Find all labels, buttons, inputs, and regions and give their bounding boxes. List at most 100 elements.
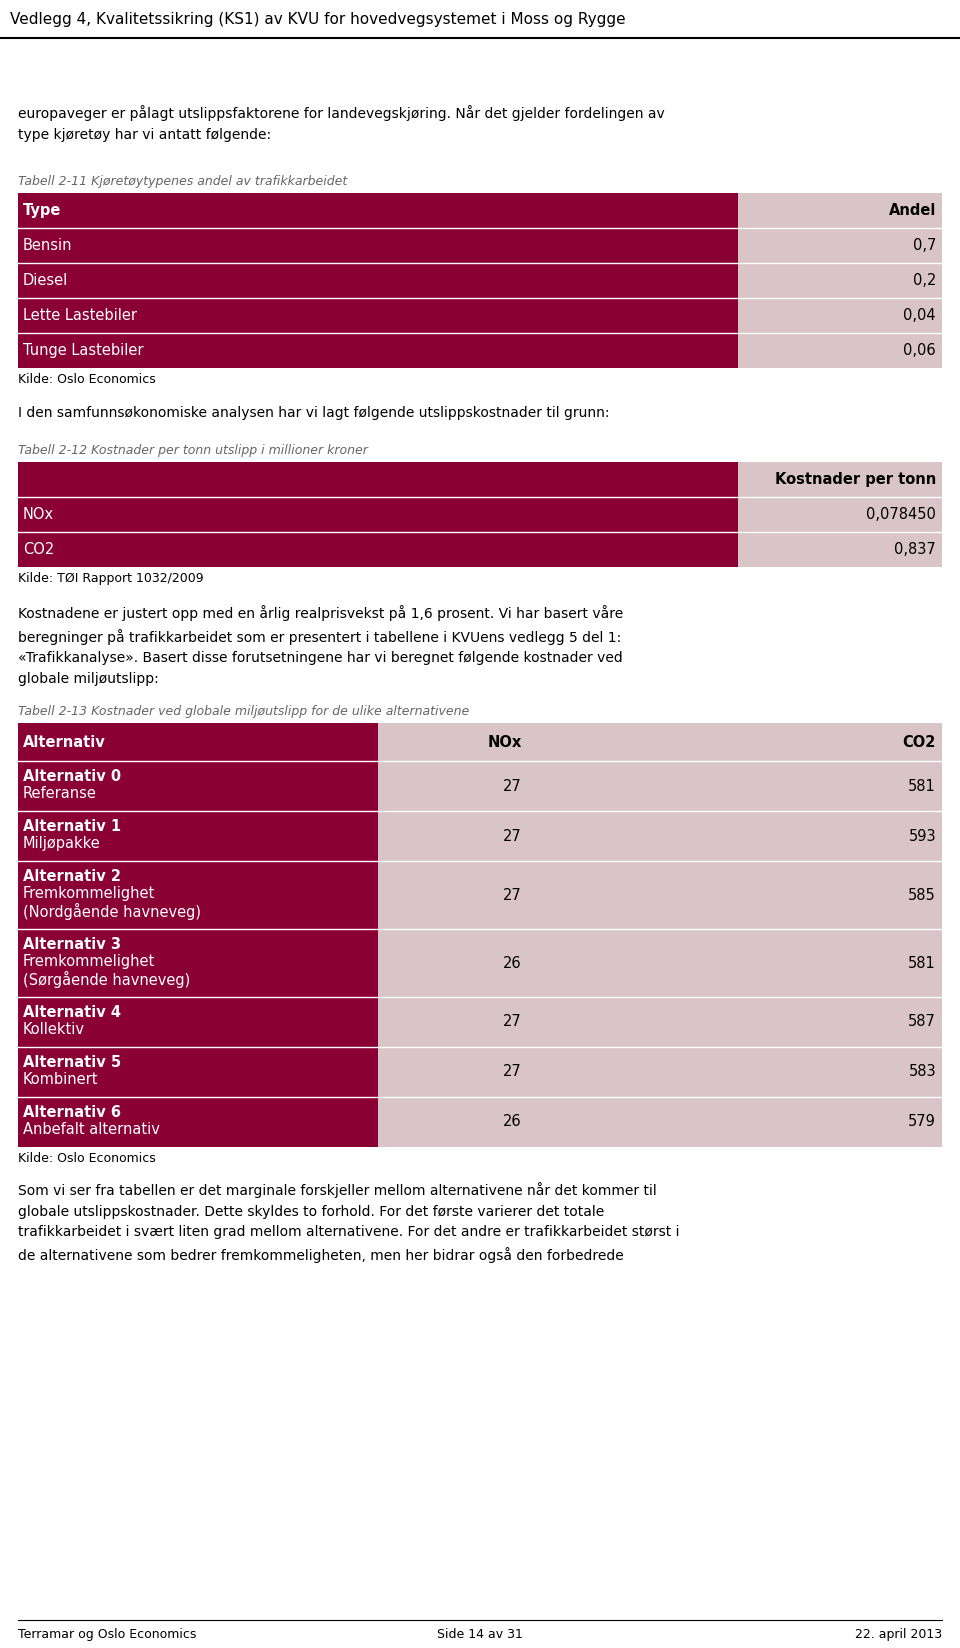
Text: 27: 27: [503, 1015, 522, 1030]
Bar: [18, 227, 738, 264]
Text: 0,06: 0,06: [903, 343, 936, 358]
Text: 22. april 2013: 22. april 2013: [854, 1628, 942, 1641]
Text: Alternativ 6: Alternativ 6: [23, 1106, 121, 1121]
Text: Andel: Andel: [889, 203, 936, 218]
Text: 581: 581: [908, 956, 936, 971]
Text: Type: Type: [23, 203, 61, 218]
Text: 26: 26: [503, 1114, 522, 1129]
Bar: [378, 761, 528, 811]
Bar: [378, 860, 528, 929]
Bar: [738, 264, 942, 298]
Text: 27: 27: [503, 829, 522, 844]
Bar: [18, 461, 738, 498]
Bar: [378, 1098, 528, 1147]
Bar: [528, 723, 942, 761]
Text: NOx: NOx: [23, 508, 54, 522]
Text: Alternativ 3: Alternativ 3: [23, 938, 121, 953]
Text: 0,078450: 0,078450: [866, 508, 936, 522]
Bar: [528, 929, 942, 997]
Text: 593: 593: [908, 829, 936, 844]
Text: Alternativ 1: Alternativ 1: [23, 819, 121, 834]
Bar: [738, 461, 942, 498]
Text: Vedlegg 4, Kvalitetssikring (KS1) av KVU for hovedvegsystemet i Moss og Rygge: Vedlegg 4, Kvalitetssikring (KS1) av KVU…: [10, 12, 626, 26]
Text: Kostnader per tonn: Kostnader per tonn: [775, 471, 936, 488]
Text: Som vi ser fra tabellen er det marginale forskjeller mellom alternativene når de: Som vi ser fra tabellen er det marginale…: [18, 1182, 680, 1262]
Bar: [528, 1098, 942, 1147]
Text: 0,837: 0,837: [895, 542, 936, 557]
Bar: [18, 532, 738, 567]
Text: Diesel: Diesel: [23, 274, 68, 288]
Text: Referanse: Referanse: [23, 786, 97, 801]
Text: 583: 583: [908, 1065, 936, 1079]
Bar: [528, 860, 942, 929]
Text: Anbefalt alternativ: Anbefalt alternativ: [23, 1122, 160, 1137]
Bar: [738, 193, 942, 227]
Text: (Sørgående havneveg): (Sørgående havneveg): [23, 971, 190, 989]
Bar: [18, 298, 738, 333]
Text: Lette Lastebiler: Lette Lastebiler: [23, 308, 137, 323]
Text: Alternativ 0: Alternativ 0: [23, 770, 121, 784]
Bar: [378, 811, 528, 860]
Bar: [738, 227, 942, 264]
Text: 27: 27: [503, 1065, 522, 1079]
Bar: [18, 811, 378, 860]
Text: 27: 27: [503, 888, 522, 903]
Bar: [18, 1098, 378, 1147]
Bar: [378, 929, 528, 997]
Bar: [528, 1046, 942, 1098]
Text: europaveger er pålagt utslippsfaktorene for landevegskjøring. Når det gjelder fo: europaveger er pålagt utslippsfaktorene …: [18, 105, 664, 142]
Text: 587: 587: [908, 1015, 936, 1030]
Bar: [528, 997, 942, 1046]
Bar: [528, 761, 942, 811]
Text: Tabell 2-12 Kostnader per tonn utslipp i millioner kroner: Tabell 2-12 Kostnader per tonn utslipp i…: [18, 443, 368, 456]
Text: NOx: NOx: [488, 735, 522, 750]
Text: Bensin: Bensin: [23, 237, 73, 254]
Bar: [18, 498, 738, 532]
Text: Tabell 2-13 Kostnader ved globale miljøutslipp for de ulike alternativene: Tabell 2-13 Kostnader ved globale miljøu…: [18, 705, 469, 719]
Text: Tabell 2-11 Kjøretøytypenes andel av trafikkarbeidet: Tabell 2-11 Kjøretøytypenes andel av tra…: [18, 175, 348, 188]
Text: Kollektiv: Kollektiv: [23, 1022, 85, 1037]
Text: CO2: CO2: [902, 735, 936, 750]
Text: 579: 579: [908, 1114, 936, 1129]
Bar: [738, 298, 942, 333]
Bar: [378, 997, 528, 1046]
Text: Fremkommelighet: Fremkommelighet: [23, 887, 156, 901]
Bar: [18, 761, 378, 811]
Text: 581: 581: [908, 778, 936, 793]
Text: 0,7: 0,7: [913, 237, 936, 254]
Text: Kilde: Oslo Economics: Kilde: Oslo Economics: [18, 372, 156, 386]
Text: 585: 585: [908, 888, 936, 903]
Text: Kombinert: Kombinert: [23, 1071, 99, 1088]
Bar: [18, 333, 738, 368]
Text: Kilde: TØI Rapport 1032/2009: Kilde: TØI Rapport 1032/2009: [18, 572, 204, 585]
Text: Side 14 av 31: Side 14 av 31: [437, 1628, 523, 1641]
Text: CO2: CO2: [23, 542, 55, 557]
Text: 26: 26: [503, 956, 522, 971]
Bar: [528, 811, 942, 860]
Text: 0,04: 0,04: [903, 308, 936, 323]
Text: Fremkommelighet: Fremkommelighet: [23, 954, 156, 969]
Text: I den samfunnsøkonomiske analysen har vi lagt følgende utslippskostnader til gru: I den samfunnsøkonomiske analysen har vi…: [18, 405, 610, 420]
Text: 0,2: 0,2: [913, 274, 936, 288]
Text: 27: 27: [503, 778, 522, 793]
Text: Alternativ: Alternativ: [23, 735, 106, 750]
Text: Kostnadene er justert opp med en årlig realprisvekst på 1,6 prosent. Vi har base: Kostnadene er justert opp med en årlig r…: [18, 605, 623, 686]
Bar: [18, 860, 378, 929]
Bar: [378, 1046, 528, 1098]
Bar: [18, 264, 738, 298]
Bar: [738, 498, 942, 532]
Bar: [18, 193, 738, 227]
Text: Terramar og Oslo Economics: Terramar og Oslo Economics: [18, 1628, 197, 1641]
Bar: [18, 929, 378, 997]
Text: (Nordgående havneveg): (Nordgående havneveg): [23, 903, 201, 920]
Text: Kilde: Oslo Economics: Kilde: Oslo Economics: [18, 1152, 156, 1165]
Bar: [18, 723, 378, 761]
Text: Alternativ 2: Alternativ 2: [23, 868, 121, 883]
Text: Alternativ 5: Alternativ 5: [23, 1055, 121, 1070]
Bar: [738, 333, 942, 368]
Bar: [18, 1046, 378, 1098]
Text: Alternativ 4: Alternativ 4: [23, 1005, 121, 1020]
Text: Tunge Lastebiler: Tunge Lastebiler: [23, 343, 143, 358]
Text: Miljøpakke: Miljøpakke: [23, 836, 101, 850]
Bar: [378, 723, 528, 761]
